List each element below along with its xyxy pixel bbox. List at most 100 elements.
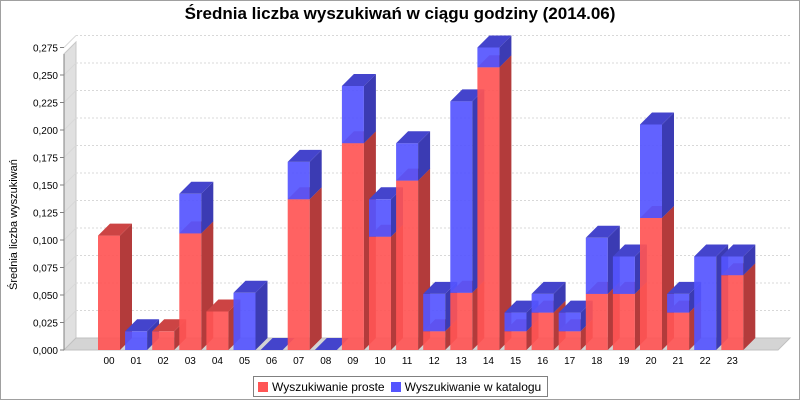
- x-tick-label: 20: [645, 356, 657, 367]
- bar-catalog-09: [341, 86, 364, 144]
- bar-empty-08: [314, 338, 349, 350]
- bar-top-catalog-09: [341, 74, 376, 86]
- bar-side-catalog-11: [418, 131, 431, 181]
- gridline-wall: [63, 145, 77, 158]
- x-tick-label: 11: [402, 356, 413, 367]
- bar-catalog-18: [585, 237, 608, 294]
- legend-item-catalog-search: Wyszukiwanie w katalogu: [390, 379, 542, 394]
- bar-top-catalog-14: [477, 35, 512, 48]
- bar-simple-19: [612, 293, 635, 350]
- bar-side-catalog-20: [662, 112, 674, 218]
- bar-side-simple-23: [743, 263, 756, 350]
- gridline-wall: [63, 310, 77, 323]
- bar-top-simple-02: [152, 319, 187, 332]
- bar-simple-20: [640, 218, 662, 350]
- bar-simple-02: [152, 331, 175, 350]
- y-tick-label: 0,200: [33, 126, 58, 137]
- bar-top-catalog-16: [531, 281, 566, 294]
- bar-top-catalog-01: [125, 319, 160, 332]
- x-tick-label: 01: [131, 356, 143, 367]
- bar-catalog-16: [531, 293, 554, 313]
- y-tick-label: 0,250: [33, 71, 58, 82]
- bar-top-catalog-19: [612, 244, 647, 257]
- bar-top-catalog-13: [450, 89, 485, 102]
- legend-label-catalog-search: Wyszukiwanie w katalogu: [404, 379, 542, 394]
- bar-top-catalog-20: [640, 112, 674, 125]
- bar-top-catalog-18: [585, 225, 620, 238]
- gridline-wall: [63, 282, 77, 296]
- x-tick-label: 22: [700, 356, 712, 367]
- bar-side-simple-14: [499, 55, 512, 351]
- x-tick-label: 15: [510, 356, 522, 367]
- gridline-wall: [63, 90, 77, 103]
- bar-top-catalog-23: [721, 244, 756, 257]
- left-wall: [63, 40, 77, 352]
- bar-catalog-12: [423, 293, 446, 332]
- legend-item-simple-search: Wyszukiwanie proste: [258, 380, 385, 394]
- x-tick-label: 21: [673, 356, 685, 367]
- legend: Wyszukiwanie proste Wyszukiwanie w katal…: [253, 376, 549, 397]
- bar-catalog-20: [640, 124, 662, 218]
- bar-side-catalog-16: [553, 281, 566, 313]
- x-tick-label: 05: [239, 356, 251, 367]
- y-tick-label: 0,050: [33, 291, 58, 302]
- bar-top-catalog-05: [233, 280, 268, 293]
- gridline-wall: [63, 200, 77, 213]
- y-tick-label: 0,125: [33, 209, 58, 220]
- gridline-wall: [63, 172, 77, 186]
- x-tick-label: 16: [537, 356, 549, 367]
- x-tick-label: 02: [158, 356, 170, 367]
- x-tick-label: 13: [456, 356, 468, 367]
- y-tick-label: 0,000: [33, 346, 58, 357]
- bar-top-catalog-15: [504, 300, 539, 313]
- bar-simple-21: [667, 312, 690, 350]
- bar-top-catalog-17: [558, 300, 593, 313]
- x-tick-label: 19: [618, 356, 630, 367]
- x-tick-label: 10: [374, 356, 386, 367]
- bar-simple-18: [585, 293, 608, 350]
- y-tick-label: 0,225: [33, 99, 58, 110]
- bar-catalog-01: [125, 331, 148, 350]
- bar-top-catalog-10: [369, 187, 403, 200]
- bar-simple-09: [341, 143, 364, 350]
- bar-catalog-21: [667, 293, 690, 313]
- gridline-wall: [63, 35, 77, 48]
- bar-catalog-05: [233, 292, 256, 350]
- bar-catalog-19: [612, 256, 635, 294]
- bar-top-catalog-03: [179, 181, 214, 194]
- bar-side-simple-07: [309, 187, 322, 350]
- y-tick-label: 0,100: [33, 236, 58, 247]
- y-tick-label: 0,075: [33, 264, 58, 275]
- chart-title: Średnia liczba wyszukiwań w ciągu godzin…: [184, 4, 616, 23]
- x-tick-label: 12: [429, 356, 441, 367]
- bar-simple-03: [179, 233, 202, 350]
- gridline-wall: [63, 62, 77, 76]
- bar-side-catalog-14: [499, 35, 512, 68]
- bar-top-catalog-22: [694, 244, 729, 257]
- bar-simple-15: [504, 331, 527, 350]
- bar-catalog-23: [721, 256, 744, 276]
- gridline-wall: [63, 255, 77, 268]
- bar-catalog-10: [369, 199, 391, 237]
- y-tick-label: 0,025: [33, 319, 58, 330]
- bar-catalog-03: [179, 193, 202, 234]
- bar-simple-16: [531, 312, 554, 350]
- legend-label-simple-search: Wyszukiwanie proste: [272, 379, 385, 394]
- bar-catalog-17: [558, 312, 581, 332]
- x-tick-label: 04: [212, 356, 224, 367]
- x-tick-label: 08: [320, 356, 332, 367]
- legend-swatch-catalog-search: [390, 381, 401, 392]
- bar-catalog-13: [450, 101, 473, 293]
- bar-catalog-14: [477, 47, 500, 68]
- bar-simple-11: [396, 180, 419, 350]
- gridline-wall: [63, 117, 77, 131]
- bar-empty-06: [260, 338, 295, 350]
- bar-simple-12: [423, 331, 446, 350]
- bar-side-catalog-09: [363, 74, 376, 144]
- bar-simple-17: [558, 331, 581, 350]
- x-tick-label: 00: [103, 356, 115, 367]
- bar-top-catalog-21: [667, 281, 702, 294]
- x-tick-label: 17: [564, 356, 576, 367]
- bar-simple-23: [721, 275, 744, 350]
